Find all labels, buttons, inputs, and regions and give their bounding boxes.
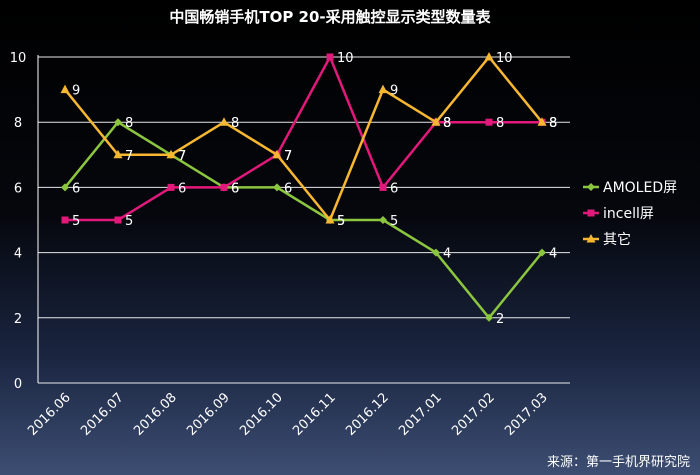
data-label: 5 [72,214,80,229]
data-point [485,313,493,322]
data-point [113,149,123,159]
data-label: 6 [284,181,292,196]
data-point [378,84,388,94]
data-label: 10 [496,51,513,66]
data-label: 5 [337,214,345,229]
data-label: 8 [231,116,239,131]
x-tick-label: 2016.12 [343,390,392,439]
legend-item-2: 其它 [583,231,631,248]
data-point [114,118,122,127]
legend-marker [586,234,596,243]
data-point [484,52,494,61]
data-label: 8 [443,116,451,131]
data-point [432,248,440,257]
legend-marker [587,209,595,217]
legend-item-1: incell屏 [583,206,654,222]
legend-label: 其它 [603,231,631,248]
data-point [61,216,69,224]
data-label: 8 [125,116,133,131]
data-label: 8 [549,116,557,131]
legend-item-0: AMOLED屏 [583,180,677,196]
data-label: 8 [443,116,451,131]
data-label: 8 [496,116,504,131]
data-point [272,149,282,159]
data-label: 7 [178,149,186,164]
data-point [379,183,387,191]
chart-title: 中国畅销手机TOP 20-采用触控显示类型数量表 [169,8,491,26]
series-0: 6 8 7 6 6 5 5 4 2 4 [61,116,557,327]
data-point [326,53,334,61]
data-label: 6 [231,181,239,196]
x-tick-label: 2016.10 [237,390,286,439]
data-point [431,117,441,126]
legend-label: incell屏 [603,206,654,222]
data-point [60,84,70,94]
x-tick-label: 2017.02 [449,390,498,439]
data-point [61,183,69,192]
data-label: 8 [549,116,557,131]
y-tick-label: 10 [10,51,27,66]
data-point [538,248,546,257]
x-tick-label: 2016.09 [184,390,233,439]
data-point [166,149,176,159]
data-point [325,215,335,224]
series-line [64,55,543,222]
data-point [114,216,122,224]
y-tick-label: 6 [14,181,22,196]
legend-marker [587,183,595,191]
legend-label: AMOLED屏 [603,180,677,196]
data-label: 7 [178,149,186,164]
series-2: 9 7 7 8 7 5 9 8 10 8 [60,51,557,229]
x-tick-label: 2017.03 [502,390,551,439]
data-point [220,183,228,191]
data-point [273,183,281,192]
data-label: 4 [549,247,557,262]
x-tick-label: 2017.01 [396,390,445,439]
y-tick-label: 2 [14,312,22,327]
data-label: 9 [72,84,80,99]
x-tick-label: 2016.07 [78,390,127,439]
data-label: 9 [390,84,398,99]
data-label: 6 [390,181,398,196]
data-label: 5 [125,214,133,229]
x-tick-label: 2016.08 [131,390,180,439]
data-label: 2 [496,312,504,327]
data-point [379,216,387,224]
grid-lines [38,56,570,384]
data-label: 7 [125,149,133,164]
data-label: 6 [72,181,80,196]
x-tick-label: 2016.06 [25,390,74,439]
data-point [537,117,547,126]
data-label: 6 [231,181,239,196]
x-tick-label: 2016.11 [290,390,339,439]
data-point [485,118,493,126]
data-point [219,117,229,126]
data-label: 7 [284,149,292,164]
y-axis: 0 2 4 6 8 10 [10,51,39,392]
data-label: 4 [443,247,451,262]
series-1: 5 5 6 6 7 10 6 8 8 8 [61,51,557,229]
series-line [65,55,542,222]
data-label: 7 [284,149,292,164]
series-line [64,120,543,320]
data-point [167,183,175,191]
y-tick-label: 8 [14,116,22,131]
data-label: 5 [390,214,398,229]
source-note: 来源：第一手机界研究院 [547,455,690,470]
data-label: 5 [337,214,345,229]
y-tick-label: 0 [14,377,22,392]
data-label: 10 [337,51,354,66]
data-label: 6 [178,181,186,196]
x-axis: 2016.06 2016.07 2016.08 2016.09 2016.10 2016.… [25,390,551,439]
y-tick-label: 4 [14,247,22,262]
